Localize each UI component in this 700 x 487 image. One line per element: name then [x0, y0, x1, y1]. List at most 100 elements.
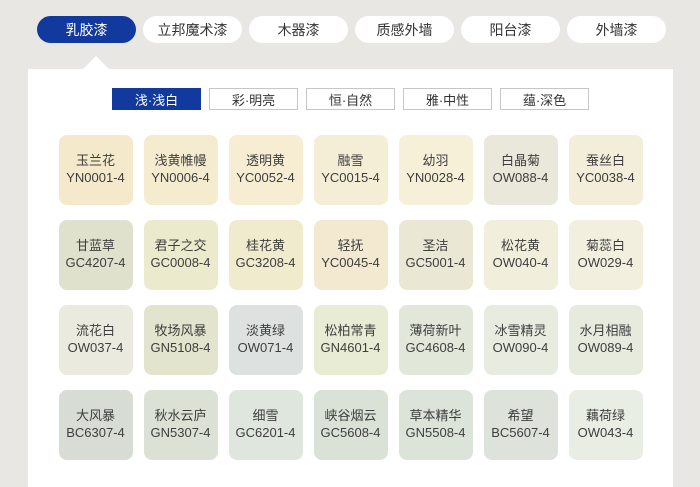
color-swatch[interactable]: 秋水云庐 GN5307-4 — [143, 390, 218, 460]
swatch-code: OW089-4 — [577, 340, 634, 355]
swatch-code: OW090-4 — [492, 340, 549, 355]
product-tabs: 乳胶漆 立邦魔术漆 木器漆 质感外墙 阳台漆 外墙漆 — [37, 16, 666, 43]
swatch-name: 幼羽 — [422, 153, 449, 169]
swatch-name: 牧场风暴 — [154, 323, 207, 339]
swatch-grid: 玉兰花 YN0001-4 浅黄帷幔 YN0006-4 透明黄 YC0052-4 融雪 YC00… — [28, 135, 673, 460]
swatch-name: 草本精华 — [409, 408, 462, 424]
color-swatch[interactable]: 蚕丝白 YC0038-4 — [568, 135, 643, 205]
color-swatch[interactable]: 松柏常青 GN4601-4 — [313, 305, 388, 375]
color-swatch[interactable]: 透明黄 YC0052-4 — [228, 135, 303, 205]
color-swatch[interactable]: 细雪 GC6201-4 — [228, 390, 303, 460]
color-swatch[interactable]: 峡谷烟云 GC5608-4 — [313, 390, 388, 460]
category-tab[interactable]: 恒·自然 — [306, 88, 395, 110]
product-tab[interactable]: 乳胶漆 — [37, 16, 136, 43]
swatch-name: 希望 — [507, 408, 534, 424]
color-swatch[interactable]: 菊蕊白 OW029-4 — [568, 220, 643, 290]
swatch-code: YN0001-4 — [66, 170, 125, 185]
swatch-code: OW071-4 — [237, 340, 294, 355]
category-tab[interactable]: 蕴·深色 — [500, 88, 589, 110]
product-tab[interactable]: 质感外墙 — [355, 16, 454, 43]
swatch-name: 水月相融 — [579, 323, 632, 339]
swatch-code: GN5508-4 — [405, 425, 466, 440]
product-tab[interactable]: 外墙漆 — [567, 16, 666, 43]
swatch-code: GC6201-4 — [235, 425, 296, 440]
color-swatch[interactable]: 融雪 YC0015-4 — [313, 135, 388, 205]
color-swatch[interactable]: 冰雪精灵 OW090-4 — [483, 305, 558, 375]
product-tab[interactable]: 木器漆 — [249, 16, 348, 43]
swatch-name: 藕荷绿 — [585, 408, 625, 424]
color-swatch[interactable]: 大风暴 BC6307-4 — [58, 390, 133, 460]
color-swatch[interactable]: 希望 BC5607-4 — [483, 390, 558, 460]
swatch-name: 桂花黄 — [245, 238, 285, 254]
swatch-code: BC5607-4 — [491, 425, 550, 440]
swatch-name: 峡谷烟云 — [324, 408, 377, 424]
swatch-name: 淡黄绿 — [245, 323, 285, 339]
swatch-name: 薄荷新叶 — [409, 323, 462, 339]
color-swatch[interactable]: 淡黄绿 OW071-4 — [228, 305, 303, 375]
swatch-name: 甘蓝草 — [75, 238, 115, 254]
swatch-name: 松柏常青 — [324, 323, 377, 339]
color-swatch[interactable]: 水月相融 OW089-4 — [568, 305, 643, 375]
color-swatch[interactable]: 薄荷新叶 GC4608-4 — [398, 305, 473, 375]
swatch-code: YN0006-4 — [151, 170, 210, 185]
swatch-name: 大风暴 — [75, 408, 115, 424]
category-tab[interactable]: 雅·中性 — [403, 88, 492, 110]
color-swatch[interactable]: 玉兰花 YN0001-4 — [58, 135, 133, 205]
color-swatch[interactable]: 桂花黄 GC3208-4 — [228, 220, 303, 290]
swatch-code: YC0052-4 — [236, 170, 295, 185]
color-swatch[interactable]: 浅黄帷幔 YN0006-4 — [143, 135, 218, 205]
color-swatch[interactable]: 草本精华 GN5508-4 — [398, 390, 473, 460]
swatch-name: 蚕丝白 — [585, 153, 625, 169]
swatch-code: OW029-4 — [577, 255, 634, 270]
color-swatch[interactable]: 流花白 OW037-4 — [58, 305, 133, 375]
swatch-code: OW037-4 — [67, 340, 124, 355]
swatch-code: GC0008-4 — [150, 255, 211, 270]
swatch-code: GC5001-4 — [405, 255, 466, 270]
color-swatch[interactable]: 幼羽 YN0028-4 — [398, 135, 473, 205]
swatch-name: 冰雪精灵 — [494, 323, 547, 339]
swatch-code: GC4207-4 — [65, 255, 126, 270]
swatch-code: GN4601-4 — [320, 340, 381, 355]
swatch-name: 细雪 — [252, 408, 279, 424]
category-tabs: 浅·浅白 彩·明亮 恒·自然 雅·中性 蕴·深色 — [28, 88, 673, 110]
swatch-name: 轻抚 — [337, 238, 364, 254]
category-tab[interactable]: 浅·浅白 — [112, 88, 201, 110]
color-swatch[interactable]: 松花黄 OW040-4 — [483, 220, 558, 290]
swatch-name: 玉兰花 — [75, 153, 115, 169]
swatch-code: OW088-4 — [492, 170, 549, 185]
color-swatch[interactable]: 白晶菊 OW088-4 — [483, 135, 558, 205]
swatch-name: 流花白 — [75, 323, 115, 339]
swatch-name: 浅黄帷幔 — [154, 153, 207, 169]
color-swatch[interactable]: 牧场风暴 GN5108-4 — [143, 305, 218, 375]
color-swatch[interactable]: 甘蓝草 GC4207-4 — [58, 220, 133, 290]
color-swatch[interactable]: 藕荷绿 OW043-4 — [568, 390, 643, 460]
swatch-code: OW043-4 — [577, 425, 634, 440]
category-tab[interactable]: 彩·明亮 — [209, 88, 298, 110]
color-swatch[interactable]: 轻抚 YC0045-4 — [313, 220, 388, 290]
swatch-code: BC6307-4 — [66, 425, 125, 440]
swatch-name: 融雪 — [337, 153, 364, 169]
swatch-name: 松花黄 — [500, 238, 540, 254]
swatch-code: GC5608-4 — [320, 425, 381, 440]
swatch-code: YC0038-4 — [576, 170, 635, 185]
swatch-code: GN5307-4 — [150, 425, 211, 440]
swatch-code: OW040-4 — [492, 255, 549, 270]
color-swatch[interactable]: 君子之交 GC0008-4 — [143, 220, 218, 290]
swatch-name: 白晶菊 — [500, 153, 540, 169]
swatch-name: 菊蕊白 — [585, 238, 625, 254]
swatch-code: YC0045-4 — [321, 255, 380, 270]
swatch-code: YC0015-4 — [321, 170, 380, 185]
product-tab[interactable]: 阳台漆 — [461, 16, 560, 43]
swatch-code: GC3208-4 — [235, 255, 296, 270]
swatch-code: GN5108-4 — [150, 340, 211, 355]
color-swatch[interactable]: 圣洁 GC5001-4 — [398, 220, 473, 290]
swatch-name: 君子之交 — [154, 238, 207, 254]
selected-tab-notch — [83, 56, 109, 69]
product-tab[interactable]: 立邦魔术漆 — [143, 16, 242, 43]
swatch-code: YN0028-4 — [406, 170, 465, 185]
swatch-name: 秋水云庐 — [154, 408, 207, 424]
color-panel: 浅·浅白 彩·明亮 恒·自然 雅·中性 蕴·深色 玉兰花 YN0001-4 浅黄帷幔 YN00… — [28, 69, 673, 487]
swatch-name: 圣洁 — [422, 238, 449, 254]
swatch-code: GC4608-4 — [405, 340, 466, 355]
